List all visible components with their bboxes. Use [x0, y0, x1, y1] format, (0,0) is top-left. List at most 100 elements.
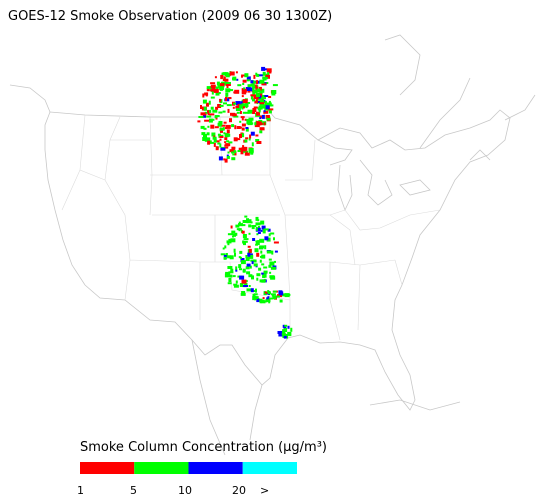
smoke-pixel: [229, 89, 231, 91]
smoke-pixel: [269, 261, 275, 266]
smoke-pixel: [206, 115, 212, 118]
smoke-pixel: [232, 153, 236, 156]
smoke-pixel: [241, 117, 244, 121]
smoke-pixel: [255, 216, 259, 221]
smoke-pixel: [232, 275, 236, 278]
smoke-pixel: [222, 79, 228, 81]
smoke-pixel: [239, 104, 243, 109]
smoke-pixel: [227, 266, 233, 269]
title: GOES-12 Smoke Observation (2009 06 30 13…: [8, 9, 332, 24]
smoke-pixel: [214, 115, 220, 117]
smoke-pixel: [240, 116, 245, 119]
smoke-pixel: [244, 139, 248, 143]
smoke-pixel: [244, 215, 248, 218]
smoke-pixel: [237, 150, 241, 152]
smoke-pixel: [236, 111, 240, 114]
us-outline: [44, 109, 511, 411]
smoke-pixel: [272, 290, 277, 293]
smoke-pixel: [209, 113, 215, 116]
smoke-pixel: [239, 126, 242, 129]
smoke-pixel: [255, 222, 261, 226]
smoke-pixel: [239, 134, 242, 138]
smoke-pixel: [238, 264, 242, 269]
smoke-pixel: [254, 100, 257, 104]
smoke-pixel: [273, 237, 275, 241]
smoke-pixel: [226, 140, 230, 143]
smoke-pixel: [251, 225, 257, 227]
smoke-pixel: [242, 99, 248, 104]
smoke-pixel: [251, 225, 255, 230]
smoke-pixel: [247, 245, 251, 248]
smoke-pixel: [224, 245, 227, 249]
colorbar: 1 5 10 20 >: [77, 462, 297, 497]
smoke-pixel: [270, 266, 276, 270]
smoke-pixel: [221, 72, 224, 77]
smoke-pixel: [213, 135, 216, 138]
smoke-pixel: [222, 110, 226, 113]
smoke-pixel: [263, 293, 267, 295]
smoke-pixel: [241, 105, 244, 110]
smoke-pixel: [273, 241, 279, 244]
smoke-pixel: [242, 269, 246, 272]
smoke-pixel: [229, 274, 233, 278]
smoke-pixel: [223, 256, 227, 260]
smoke-pixel: [258, 226, 260, 228]
smoke-pixel: [286, 334, 289, 339]
smoke-pixel: [243, 241, 246, 246]
smoke-pixel: [207, 109, 212, 113]
smoke-pixel: [267, 296, 270, 299]
smoke-pixel: [260, 128, 265, 131]
smoke-pixel: [263, 228, 269, 231]
smoke-pixel: [240, 101, 244, 105]
smoke-pixel: [202, 93, 205, 98]
smoke-pixel: [205, 92, 208, 97]
smoke-pixel: [268, 110, 272, 114]
smoke-pixel: [253, 80, 256, 84]
smoke-pixel: [265, 300, 268, 303]
smoke-pixel: [211, 132, 216, 137]
smoke-pixel: [262, 229, 266, 234]
smoke-pixel: [208, 118, 213, 123]
smoke-pixel: [215, 117, 218, 120]
smoke-pixel: [244, 73, 249, 78]
smoke-pixel: [224, 273, 230, 278]
smoke-pixel: [269, 271, 272, 274]
smoke-pixel: [227, 255, 232, 259]
smoke-pixel: [262, 71, 266, 76]
colorbar-tick-label: 1: [77, 484, 84, 497]
smoke-pixel: [253, 89, 256, 92]
smoke-pixel: [252, 90, 258, 94]
smoke-pixel: [241, 123, 246, 127]
smoke-pixel: [204, 119, 210, 122]
smoke-pixel: [287, 325, 290, 329]
smoke-pixel: [256, 101, 262, 103]
smoke-pixel: [239, 256, 242, 259]
smoke-pixel: [224, 146, 229, 149]
smoke-pixel: [263, 255, 266, 259]
smoke-pixel: [259, 74, 264, 77]
smoke-pixel: [258, 109, 261, 113]
smoke-pixel: [248, 224, 252, 228]
smoke-pixel: [250, 221, 253, 224]
smoke-pixel: [218, 156, 223, 161]
smoke-pixel: [242, 90, 247, 95]
smoke-pixel: [256, 277, 259, 281]
smoke-pixel: [240, 258, 245, 262]
smoke-pixel: [246, 263, 251, 267]
smoke-pixel: [248, 120, 253, 125]
smoke-pixel: [233, 102, 237, 105]
smoke-pixel: [220, 121, 223, 126]
smoke-pixel: [242, 106, 245, 109]
smoke-pixel: [219, 86, 225, 91]
smoke-pixel: [213, 138, 217, 143]
smoke-pixel: [212, 109, 218, 113]
smoke-pixel: [241, 133, 245, 138]
smoke-pixel: [217, 142, 221, 145]
smoke-pixel: [259, 259, 262, 263]
smoke-pixel: [242, 111, 246, 114]
smoke-pixel: [241, 103, 247, 108]
smoke-pixel: [262, 76, 267, 81]
smoke-pixel: [248, 147, 254, 152]
smoke-pixel: [255, 139, 260, 142]
